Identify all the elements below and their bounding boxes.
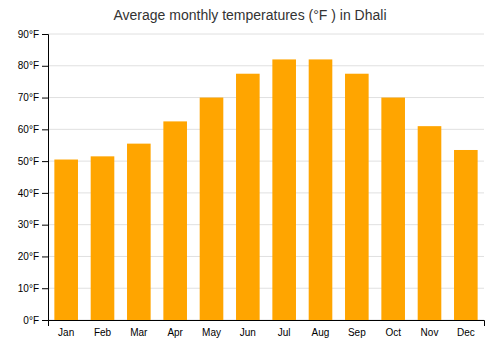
x-tick: Sep — [348, 327, 366, 338]
x-tick-label: Jul — [278, 327, 291, 338]
bar — [236, 74, 260, 320]
y-tick-label: 0°F — [23, 315, 39, 326]
y-tick-label: 90°F — [18, 29, 39, 40]
y-tick-mark — [42, 193, 48, 194]
y-tick-label: 20°F — [18, 251, 39, 262]
x-tick: Nov — [421, 327, 439, 338]
y-tick: 50°F — [18, 156, 48, 167]
bar — [127, 144, 151, 320]
x-axis-line — [49, 321, 485, 327]
y-tick-mark — [42, 98, 48, 99]
x-tick: Aug — [312, 327, 330, 338]
y-tick-label: 30°F — [18, 219, 39, 230]
y-axis: 0°F 10°F 20°F 30°F 40°F 50°F 60°F 70°F 80°F 90°F — [18, 29, 49, 326]
x-tick-label: Nov — [421, 327, 439, 338]
bars — [54, 59, 477, 320]
x-tick-label: Sep — [348, 327, 366, 338]
bar — [200, 98, 224, 320]
chart: 0°F 10°F 20°F 30°F 40°F 50°F 60°F 70°F 80°F 90°F J… — [0, 0, 500, 350]
x-tick-label: Apr — [167, 327, 183, 338]
y-tick-mark — [42, 225, 48, 226]
x-axis: Jan Feb Mar Apr May Jun Jul Aug Sep Oct Nov Dec — [49, 321, 485, 339]
bar — [418, 126, 442, 320]
bar — [91, 156, 115, 320]
x-tick: Jun — [240, 327, 256, 338]
x-tick-label: May — [202, 327, 221, 338]
x-tick-label: Mar — [130, 327, 148, 338]
x-tick-label: Aug — [312, 327, 330, 338]
x-tick-label: Jan — [58, 327, 74, 338]
bar — [54, 160, 78, 320]
y-tick: 10°F — [18, 283, 48, 294]
x-tick: Apr — [167, 327, 183, 338]
x-tick: Jan — [58, 327, 74, 338]
title: Average monthly temperatures (°F ) in Dh… — [113, 7, 386, 23]
grid-line — [48, 97, 484, 98]
y-tick-mark — [42, 34, 48, 35]
y-tick: 90°F — [18, 29, 48, 40]
grid-line — [48, 65, 484, 66]
bar — [381, 98, 405, 320]
x-tick: Jul — [278, 327, 291, 338]
grid — [48, 34, 484, 320]
y-tick: 0°F — [23, 315, 48, 326]
bar — [309, 59, 333, 320]
y-tick-mark — [42, 320, 48, 321]
y-axis-line — [42, 35, 49, 321]
y-tick: 70°F — [18, 92, 48, 103]
y-tick-label: 80°F — [18, 60, 39, 71]
y-tick: 80°F — [18, 60, 48, 71]
bar — [272, 59, 296, 320]
bar — [454, 150, 478, 320]
x-tick-label: Feb — [94, 327, 112, 338]
x-tick: Mar — [130, 327, 148, 338]
y-tick-mark — [42, 288, 48, 289]
x-tick: Oct — [385, 327, 401, 338]
y-tick-label: 40°F — [18, 188, 39, 199]
grid-line — [48, 34, 484, 35]
y-tick: 20°F — [18, 251, 48, 262]
x-tick-label: Dec — [457, 327, 475, 338]
y-tick: 40°F — [18, 188, 48, 199]
y-tick-mark — [42, 129, 48, 130]
x-tick: Dec — [457, 327, 475, 338]
x-tick-label: Jun — [240, 327, 256, 338]
y-tick-label: 10°F — [18, 283, 39, 294]
y-tick: 60°F — [18, 124, 48, 135]
bar — [163, 121, 187, 320]
bar — [345, 74, 369, 320]
y-tick-mark — [42, 161, 48, 162]
y-tick-label: 50°F — [18, 156, 39, 167]
y-tick-label: 60°F — [18, 124, 39, 135]
y-tick: 30°F — [18, 219, 48, 230]
y-tick-label: 70°F — [18, 92, 39, 103]
x-tick-label: Oct — [385, 327, 401, 338]
y-tick-mark — [42, 66, 48, 67]
x-tick: May — [202, 327, 221, 338]
y-tick-mark — [42, 256, 48, 257]
plot: 0°F 10°F 20°F 30°F 40°F 50°F 60°F 70°F 80°F 90°F J… — [18, 29, 485, 338]
x-tick: Feb — [94, 327, 112, 338]
